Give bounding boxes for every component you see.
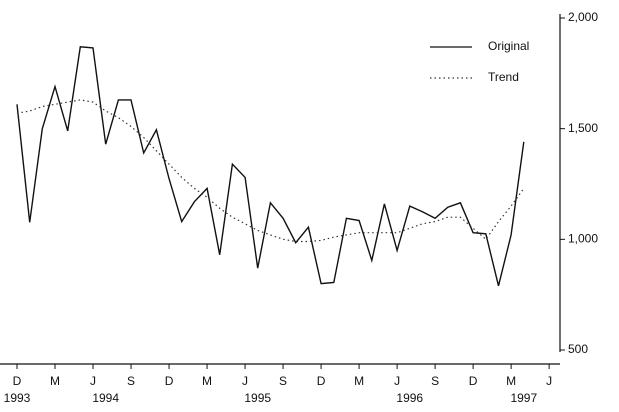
x-tick-label: J	[394, 374, 400, 388]
x-tick-label: D	[13, 374, 22, 388]
x-tick-label: D	[469, 374, 478, 388]
y-tick-label: 1,000	[568, 232, 598, 246]
x-tick-label: J	[242, 374, 248, 388]
x-year-label: 1995	[244, 391, 271, 405]
x-year-label: 1996	[396, 391, 423, 405]
series-line	[16, 46, 525, 286]
x-year-label: 1994	[92, 391, 119, 405]
x-year-label: 1993	[4, 391, 31, 405]
x-tick-label: M	[506, 374, 516, 388]
x-tick-label: M	[50, 374, 60, 388]
y-tick-label: 2,000	[568, 10, 598, 24]
x-tick-label: S	[431, 374, 439, 388]
x-tick-label: D	[317, 374, 326, 388]
x-tick-label: S	[127, 374, 135, 388]
x-tick-label: J	[90, 374, 96, 388]
legend-label: Trend	[488, 70, 519, 84]
x-tick-label: D	[165, 374, 174, 388]
x-tick-label: S	[279, 374, 287, 388]
series-line	[16, 99, 525, 243]
x-tick-label: M	[202, 374, 212, 388]
x-year-label: 1997	[510, 391, 537, 405]
legend-label: Original	[488, 39, 529, 53]
x-tick-label: J	[546, 374, 552, 388]
y-tick-label: 500	[568, 342, 588, 356]
y-tick-label: 1,500	[568, 121, 598, 135]
x-tick-label: M	[354, 374, 364, 388]
